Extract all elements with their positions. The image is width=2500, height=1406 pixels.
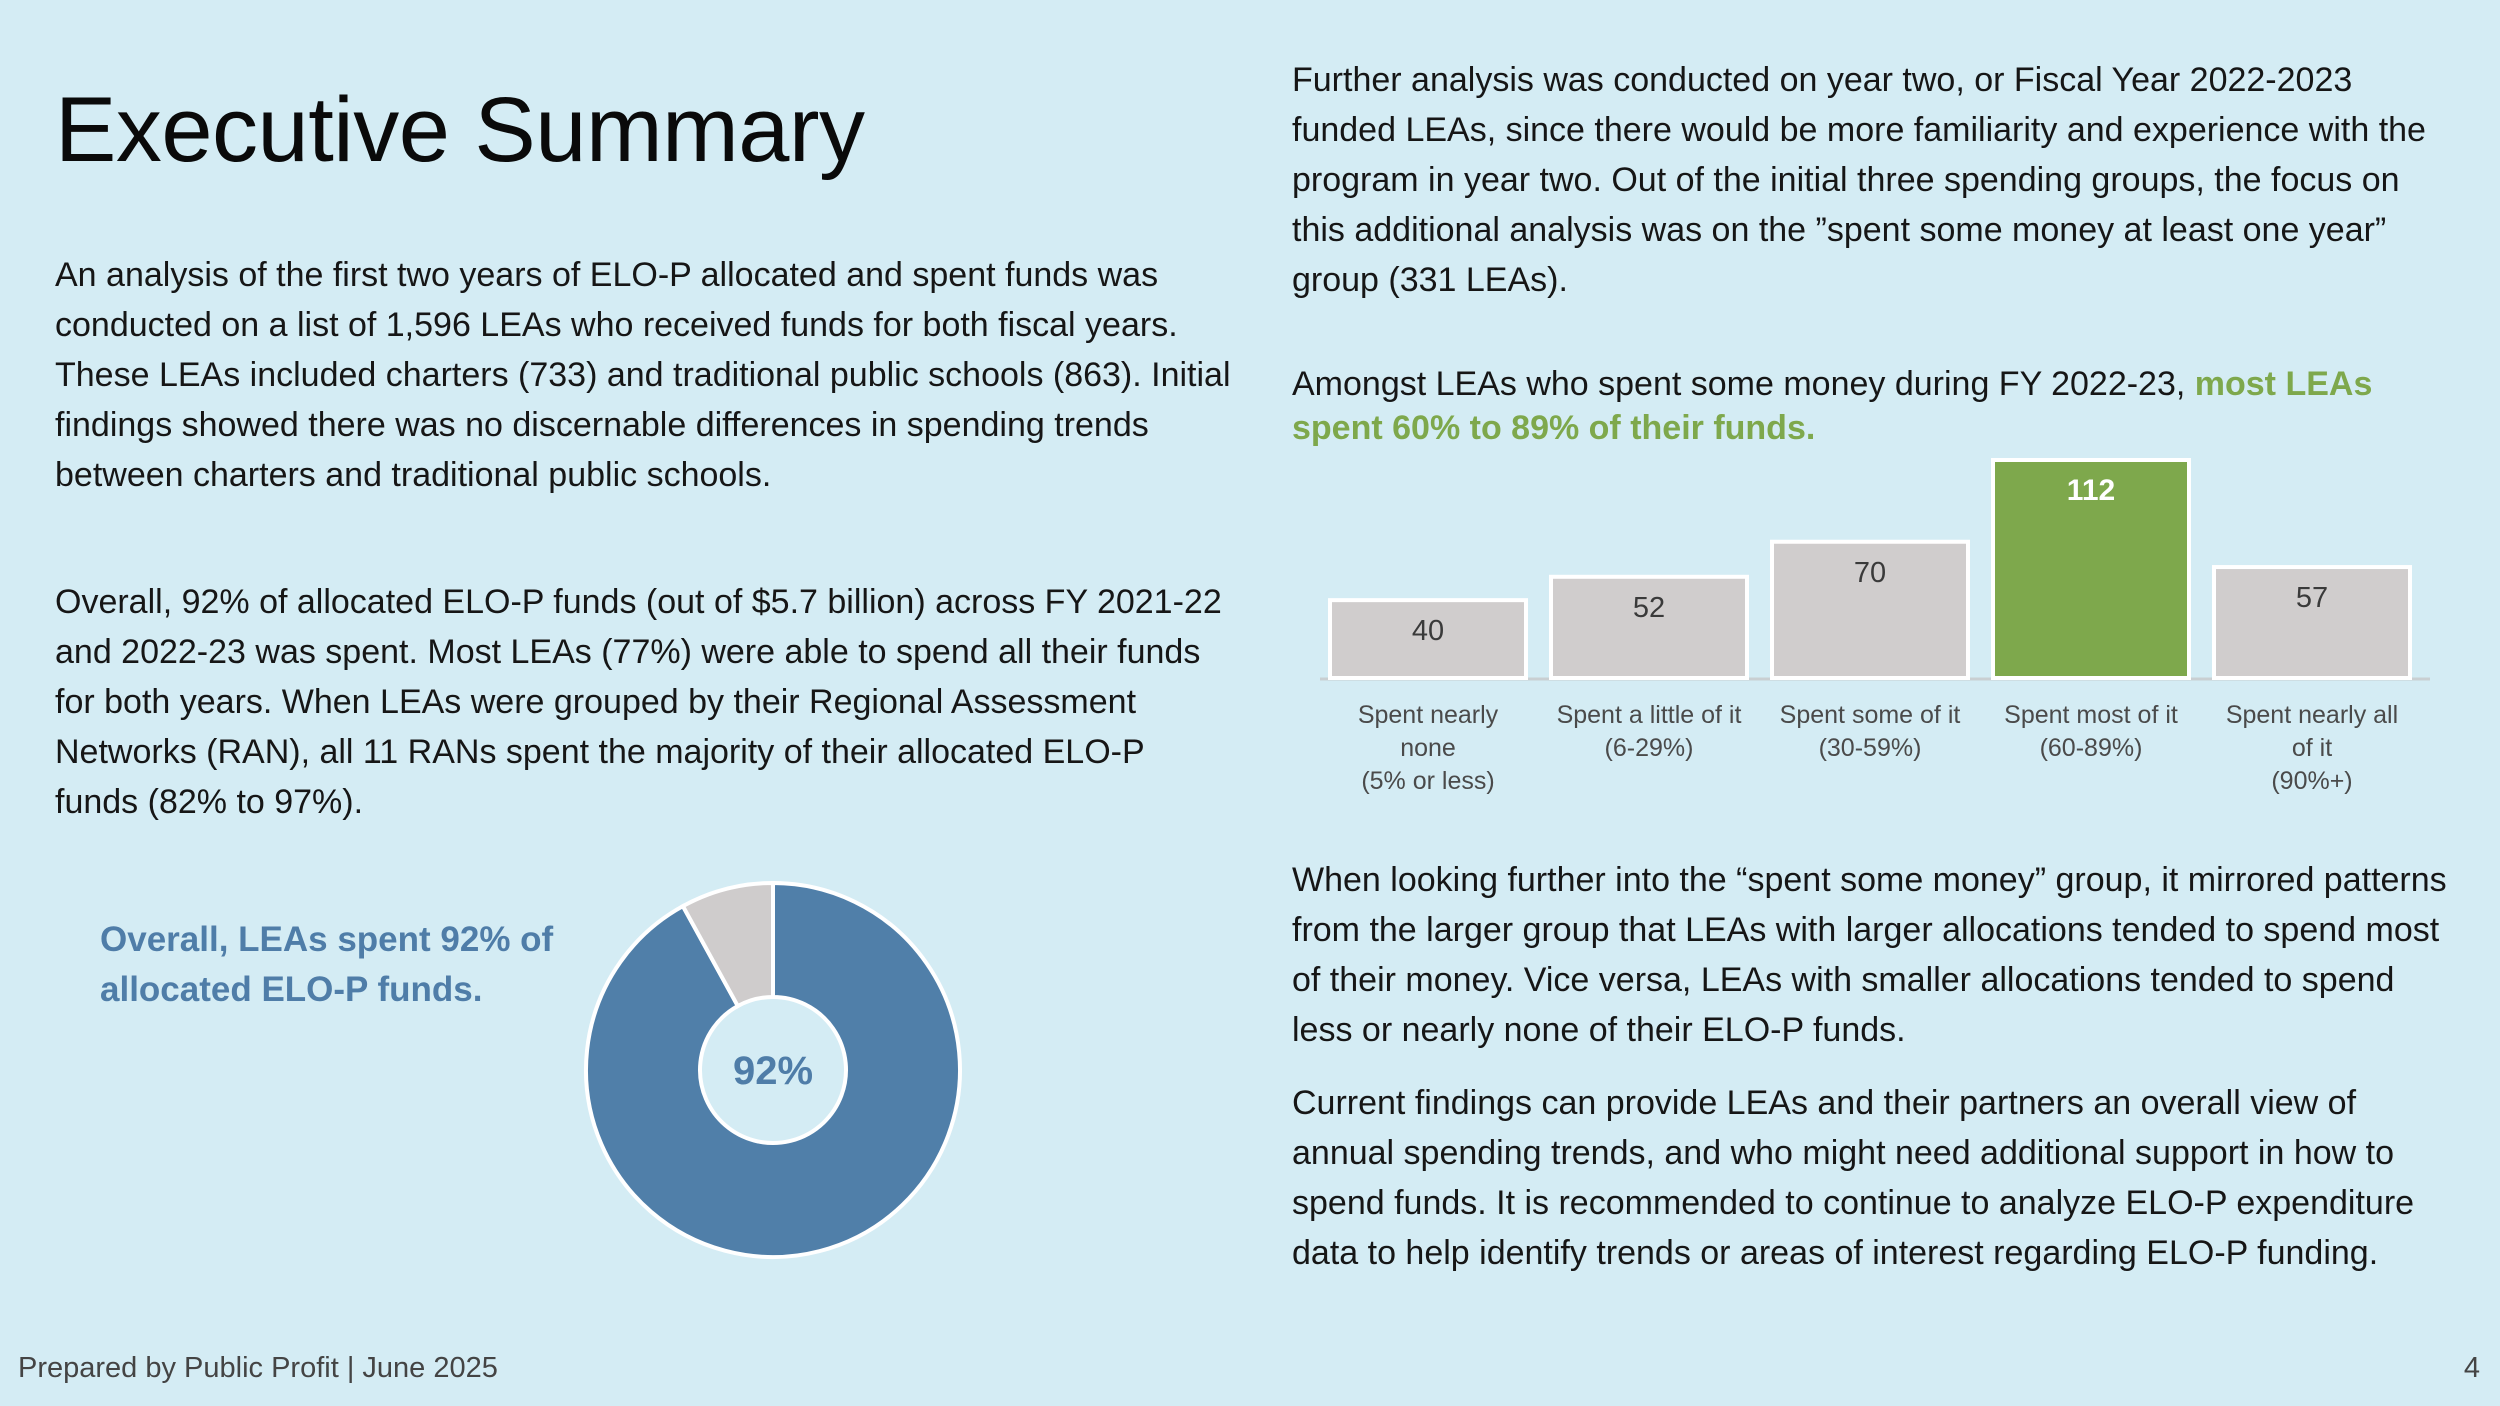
bar-4: [2212, 565, 2412, 680]
donut-center-label: 92%: [733, 1049, 813, 1093]
bar-value-label: 112: [2067, 474, 2115, 507]
x-tick-label: Spent most of it (60-89%): [2004, 701, 2178, 762]
further-analysis-paragraph: Further analysis was conducted on year t…: [1292, 61, 2426, 299]
bar-chart: 40 Spent nearly none (5% or less) 52 Spent a …: [1320, 458, 2430, 795]
bar-2: [1770, 539, 1970, 680]
donut-chart: 92%: [584, 880, 962, 1259]
x-tick-label: Spent some of it (30-59%): [1780, 701, 1961, 762]
bar-chart-caption: Amongst LEAs who spent some money during…: [1292, 362, 2472, 450]
bar-value-label: 57: [2296, 582, 2328, 614]
bar-value-label: 70: [1854, 557, 1886, 589]
bar-value-label: 40: [1412, 615, 1444, 647]
bar-chart-caption-text: Amongst LEAs who spent some money during…: [1292, 365, 2195, 403]
donut-slice-not-spent: [680, 880, 775, 1009]
recommendations-paragraph: Current findings can provide LEAs and th…: [1292, 1084, 2415, 1272]
x-tick-label: Spent nearly none (5% or less): [1358, 701, 1499, 795]
bar-chart-caption-highlight: most LEAs spent 60% to 89% of their fund…: [1292, 365, 2373, 447]
bar-0: [1328, 598, 1528, 680]
donut-caption: Overall, LEAs spent 92% of allocated ELO…: [100, 920, 554, 1009]
x-tick-label: Spent a little of it (6-29%): [1557, 701, 1742, 762]
page-title: Executive Summary: [55, 79, 865, 181]
page-number: 4: [2463, 1352, 2480, 1384]
bar-3: [1991, 458, 2191, 680]
spent-some-money-paragraph: When looking further into the “spent som…: [1292, 861, 2447, 1049]
overall-spending-paragraph: Overall, 92% of allocated ELO-P funds (o…: [55, 583, 1222, 821]
bar-1: [1549, 574, 1749, 681]
intro-paragraph: An analysis of the first two years of EL…: [55, 256, 1231, 494]
donut-slice-spent: [584, 880, 962, 1259]
x-tick-label: Spent nearly all of it (90%+): [2226, 701, 2398, 795]
bar-value-label: 52: [1633, 592, 1665, 624]
footer-credit: Prepared by Public Profit | June 2025: [18, 1352, 498, 1384]
